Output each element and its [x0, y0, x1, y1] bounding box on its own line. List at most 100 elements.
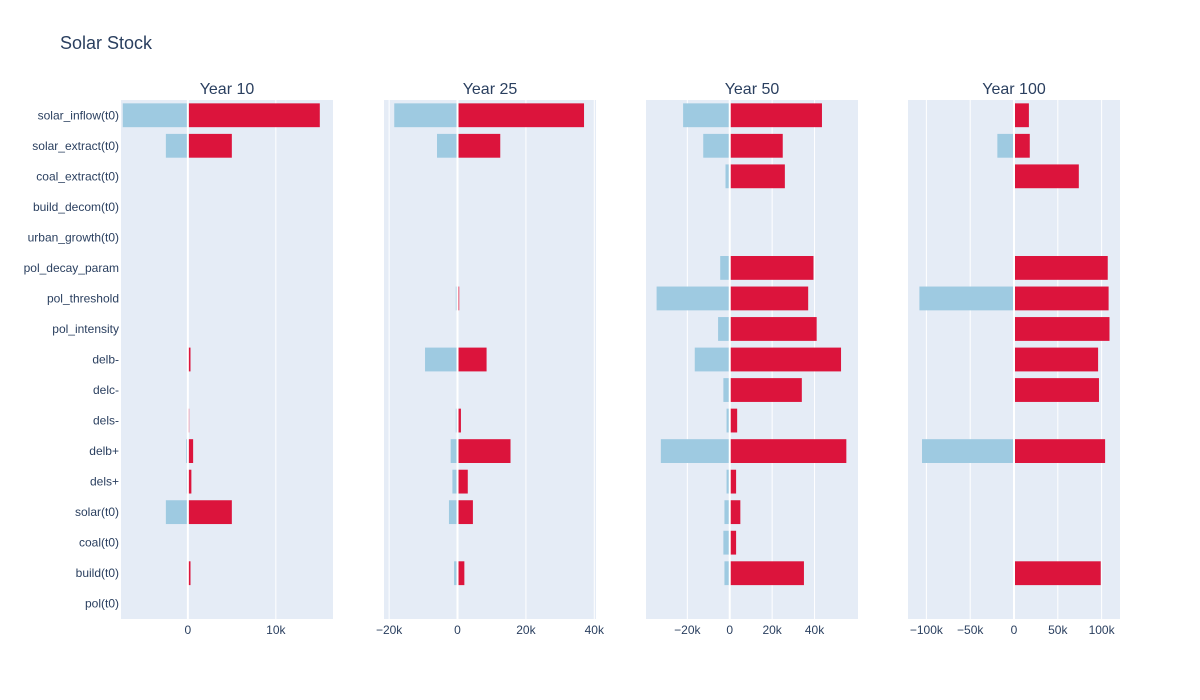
bar-negative: [720, 256, 730, 280]
bar-positive: [1014, 133, 1030, 158]
y-tick-label: dels-: [93, 414, 119, 428]
bar-negative: [726, 408, 730, 433]
panel-subtitle: Year 10: [200, 81, 255, 98]
bar-positive: [729, 133, 783, 158]
bar-positive: [457, 347, 487, 372]
bar-negative: [122, 103, 188, 128]
chart-title: Solar Stock: [60, 33, 153, 53]
y-tick-label: coal_extract(t0): [36, 169, 119, 183]
y-tick-label: build_decom(t0): [33, 200, 119, 214]
x-tick-label: −100k: [910, 623, 944, 637]
x-tick-label: 40k: [805, 623, 825, 637]
x-tick-label: 20k: [516, 623, 536, 637]
bar-negative: [165, 500, 188, 525]
x-tick-label: 0: [185, 623, 192, 637]
bar-negative: [660, 439, 730, 463]
bar-positive: [729, 164, 785, 189]
bar-negative: [718, 317, 730, 341]
panel-subtitle: Year 25: [463, 81, 518, 98]
bar-positive: [729, 408, 738, 433]
y-tick-label: delb+: [89, 444, 119, 458]
bar-negative: [723, 378, 730, 402]
bar-positive: [729, 378, 802, 402]
bar-negative: [450, 439, 458, 463]
bar-positive: [187, 561, 191, 586]
bar-positive: [1014, 347, 1099, 372]
x-tick-label: 50k: [1048, 623, 1068, 637]
bar-positive: [457, 103, 585, 128]
bar-positive: [1014, 286, 1109, 311]
x-tick-label: 40k: [585, 623, 605, 637]
bar-positive: [729, 256, 814, 280]
bar-negative: [437, 133, 458, 158]
x-tick-label: 100k: [1089, 623, 1116, 637]
bar-negative: [725, 164, 730, 189]
y-tick-label: pol_decay_param: [24, 261, 119, 275]
x-tick-label: −20k: [674, 623, 701, 637]
y-tick-label: build(t0): [76, 566, 119, 580]
bar-negative: [723, 530, 730, 555]
x-tick-label: 0: [1011, 623, 1018, 637]
y-tick-label: delb-: [92, 353, 119, 367]
bar-positive: [457, 469, 468, 494]
bar-positive: [729, 286, 809, 311]
y-tick-label: dels+: [90, 475, 119, 489]
y-tick-label: solar(t0): [75, 505, 119, 519]
bar-positive: [729, 561, 804, 586]
bar-positive: [187, 500, 232, 525]
x-tick-label: 10k: [266, 623, 286, 637]
bar-positive: [1014, 164, 1079, 189]
x-tick-label: 0: [726, 623, 733, 637]
bar-positive: [729, 439, 847, 463]
bar-positive: [729, 317, 817, 341]
bar-negative: [703, 133, 730, 158]
y-tick-label: delc-: [93, 383, 119, 397]
bar-negative: [452, 469, 458, 494]
bar-positive: [1014, 317, 1110, 341]
x-tick-label: −50k: [957, 623, 984, 637]
bar-positive: [187, 439, 194, 463]
bar-positive: [1014, 439, 1106, 463]
y-tick-label: pol(t0): [85, 597, 119, 611]
bar-positive: [187, 133, 232, 158]
bar-negative: [683, 103, 730, 128]
bar-negative: [394, 103, 458, 128]
x-tick-label: 0: [454, 623, 461, 637]
y-tick-label: solar_extract(t0): [32, 139, 119, 153]
bar-negative: [165, 133, 188, 158]
y-tick-label: pol_threshold: [47, 291, 119, 305]
bar-positive: [457, 439, 511, 463]
bar-positive: [729, 500, 741, 525]
bar-negative: [454, 561, 458, 586]
y-tick-label: urban_growth(t0): [28, 230, 119, 244]
bar-negative: [922, 439, 1014, 463]
plot-area: [121, 100, 333, 619]
bar-negative: [694, 347, 730, 372]
bar-negative: [726, 469, 730, 494]
y-tick-label: solar_inflow(t0): [38, 108, 119, 122]
x-tick-label: −20k: [376, 623, 403, 637]
bar-positive: [187, 347, 191, 372]
y-tick-label: coal(t0): [79, 536, 119, 550]
bar-positive: [1014, 561, 1101, 586]
bar-negative: [656, 286, 730, 311]
panel-subtitle: Year 100: [982, 81, 1046, 98]
bar-negative: [724, 561, 730, 586]
bar-positive: [729, 103, 822, 128]
bar-positive: [187, 469, 192, 494]
panel-subtitle: Year 50: [725, 81, 780, 98]
bar-negative: [919, 286, 1014, 311]
bar-positive: [187, 103, 320, 128]
bar-positive: [729, 347, 842, 372]
bar-positive: [457, 408, 461, 433]
bar-negative: [448, 500, 458, 525]
bar-positive: [1014, 378, 1099, 402]
bar-positive: [457, 561, 465, 586]
bar-positive: [457, 133, 501, 158]
bar-positive: [729, 530, 737, 555]
bar-positive: [1014, 103, 1029, 128]
y-tick-label: pol_intensity: [52, 322, 119, 336]
bar-negative: [997, 133, 1014, 158]
